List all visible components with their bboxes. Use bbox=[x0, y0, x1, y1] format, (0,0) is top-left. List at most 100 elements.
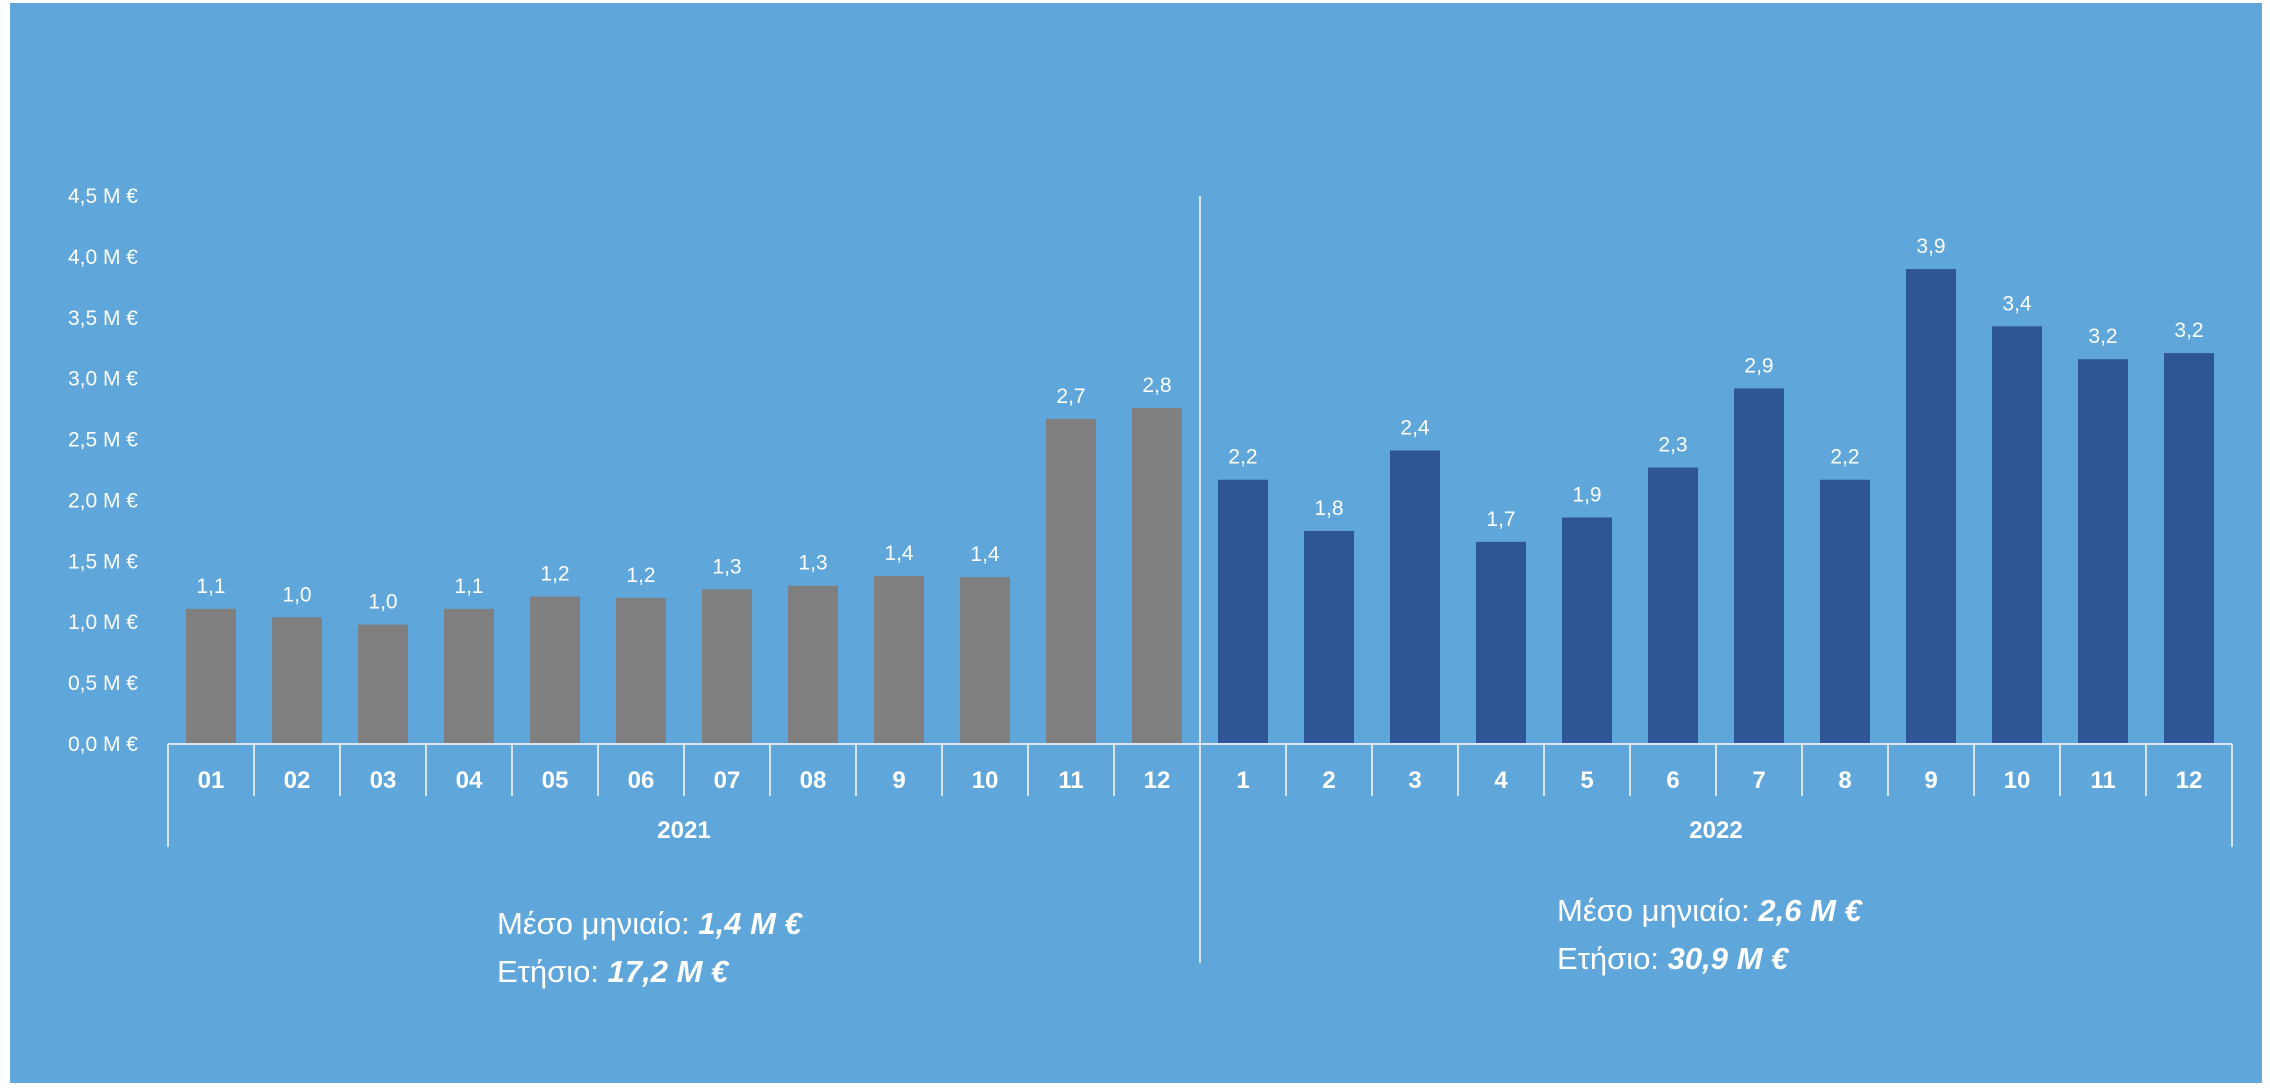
x-category-label: 6 bbox=[1666, 767, 1679, 794]
y-tick-label: 2,5 M € bbox=[68, 429, 138, 452]
x-category-label: 08 bbox=[800, 767, 827, 794]
x-category-label: 10 bbox=[972, 767, 999, 794]
x-category-label: 06 bbox=[628, 767, 655, 794]
x-axis: 01 02 03 04 05 06 07 08 9 10 11 12 1 2 3 4 5 6 7 8 9 10 11 1220… bbox=[167, 196, 2233, 963]
x-category-label: 05 bbox=[542, 767, 569, 794]
data-label: 2,2 bbox=[1228, 446, 1257, 469]
bar-2022-12 bbox=[2164, 353, 2214, 744]
bar-2022-4 bbox=[1476, 541, 1526, 744]
y-tick-label: 1,5 M € bbox=[68, 550, 138, 573]
bar-2021-10 bbox=[960, 577, 1010, 744]
stats-2022-mean-label: Μέσο μηνιαίο: bbox=[1557, 893, 1758, 928]
x-category-label: 3 bbox=[1408, 767, 1421, 794]
stats-2021-mean-label: Μέσο μηνιαίο: bbox=[497, 906, 698, 941]
data-label: 1,7 bbox=[1486, 508, 1515, 531]
stats-2021-mean-value: 1,4 M € bbox=[698, 906, 803, 941]
x-category-label: 1 bbox=[1236, 767, 1249, 794]
bar-2022-5 bbox=[1562, 517, 1612, 744]
bar-2021-07 bbox=[702, 589, 752, 744]
x-category-label: 12 bbox=[1144, 767, 1171, 794]
bar-2022-10 bbox=[1992, 326, 2042, 744]
x-category-label: 04 bbox=[456, 767, 483, 794]
x-category-label: 9 bbox=[1924, 767, 1937, 794]
data-label: 3,4 bbox=[2002, 292, 2032, 315]
data-label: 1,4 bbox=[970, 543, 1000, 566]
bar-2021-08 bbox=[788, 585, 838, 744]
year-label-2021: 2021 bbox=[657, 817, 710, 844]
bar-2021-04 bbox=[444, 608, 494, 744]
data-label: 3,9 bbox=[1916, 235, 1945, 258]
bar-2022-8 bbox=[1820, 479, 1870, 744]
stats-2021-annual-label: Ετήσιο: bbox=[497, 954, 608, 989]
data-label: 1,0 bbox=[368, 591, 397, 614]
x-category-label: 8 bbox=[1838, 767, 1851, 794]
bar-2021-02 bbox=[272, 617, 322, 744]
x-category-label: 01 bbox=[198, 767, 225, 794]
y-tick-label: 4,0 M € bbox=[68, 246, 138, 269]
stats-2021-mean: Μέσο μηνιαίο: 1,4 M € bbox=[497, 906, 804, 941]
bar-2021-12 bbox=[1132, 407, 1182, 744]
bar-2022-9 bbox=[1906, 269, 1956, 744]
y-tick-label: 3,5 M € bbox=[68, 307, 138, 330]
bar-2021-11 bbox=[1046, 418, 1096, 744]
data-label: 3,2 bbox=[2088, 325, 2117, 348]
data-label: 2,3 bbox=[1658, 434, 1687, 457]
y-tick-label: 1,0 M € bbox=[68, 611, 138, 634]
data-label: 1,2 bbox=[540, 563, 569, 586]
bar-2022-6 bbox=[1648, 467, 1698, 744]
stats-2022-annual-value: 30,9 M € bbox=[1668, 941, 1790, 976]
bar-2022-7 bbox=[1734, 388, 1784, 744]
x-category-label: 11 bbox=[1058, 767, 1083, 794]
stats-2022-mean: Μέσο μηνιαίο: 2,6 M € bbox=[1557, 893, 1864, 928]
stats-2022-annual-label: Ετήσιο: bbox=[1557, 941, 1668, 976]
stats-2022-mean-value: 2,6 M € bbox=[1757, 893, 1863, 928]
data-label: 1,0 bbox=[282, 583, 311, 606]
x-category-label: 7 bbox=[1752, 767, 1765, 794]
bar-2022-11 bbox=[2078, 359, 2128, 744]
data-label: 1,3 bbox=[712, 555, 741, 578]
x-category-label: 02 bbox=[284, 767, 311, 794]
y-tick-label: 4,5 M € bbox=[68, 185, 138, 208]
bar-2021-03 bbox=[358, 624, 408, 744]
x-category-label: 11 bbox=[2090, 767, 2115, 794]
data-label: 1,2 bbox=[626, 564, 655, 587]
bar-2022-3 bbox=[1390, 450, 1440, 744]
y-tick-label: 0,5 M € bbox=[68, 672, 138, 695]
bar-2021-06 bbox=[616, 597, 666, 744]
x-category-label: 5 bbox=[1580, 767, 1593, 794]
x-category-label: 4 bbox=[1494, 767, 1508, 794]
data-label: 1,4 bbox=[884, 542, 914, 565]
data-label: 3,2 bbox=[2174, 319, 2203, 342]
year-label-2022: 2022 bbox=[1689, 817, 1742, 844]
y-tick-label: 3,0 M € bbox=[68, 368, 138, 391]
x-category-label: 9 bbox=[892, 767, 905, 794]
x-category-label: 07 bbox=[714, 767, 741, 794]
x-category-label: 2 bbox=[1322, 767, 1335, 794]
bar-2021-9 bbox=[874, 575, 924, 744]
x-category-label: 03 bbox=[370, 767, 397, 794]
stats-2021-annual: Ετήσιο: 17,2 M € bbox=[497, 954, 730, 989]
data-label: 2,8 bbox=[1142, 374, 1171, 397]
data-label: 2,9 bbox=[1744, 354, 1773, 377]
bar-2021-05 bbox=[530, 596, 580, 744]
data-label: 1,1 bbox=[196, 575, 225, 598]
data-label: 1,1 bbox=[454, 575, 483, 598]
bar-2022-1 bbox=[1218, 479, 1268, 744]
data-label: 2,4 bbox=[1400, 417, 1430, 440]
x-category-label: 12 bbox=[2176, 767, 2203, 794]
data-label: 1,3 bbox=[798, 552, 827, 575]
bar-2022-2 bbox=[1304, 530, 1354, 744]
data-label: 1,9 bbox=[1572, 483, 1601, 506]
data-label: 1,8 bbox=[1314, 497, 1343, 520]
stats-2021-annual-value: 17,2 M € bbox=[608, 954, 730, 989]
x-category-label: 10 bbox=[2004, 767, 2031, 794]
y-tick-label: 0,0 M € bbox=[68, 733, 138, 756]
bars-layer: 1,1 1,0 1,0 1,1 1,2 1,2 1,3 1,3 1,4 1,4 2,7 2,8 2,2 1… bbox=[186, 235, 2214, 744]
stats-2022-annual: Ετήσιο: 30,9 M € bbox=[1557, 941, 1790, 976]
data-label: 2,7 bbox=[1056, 385, 1085, 408]
y-axis: 0,0 M € 0,5 M € 1,0 M € 1,5 M € 2,0 M € 2,5 M… bbox=[68, 185, 138, 756]
summary-stats: Μέσο μηνιαίο: 1,4 M € Ετήσιο: 17,2 M € Μ… bbox=[497, 893, 1864, 989]
data-label: 2,2 bbox=[1830, 446, 1859, 469]
